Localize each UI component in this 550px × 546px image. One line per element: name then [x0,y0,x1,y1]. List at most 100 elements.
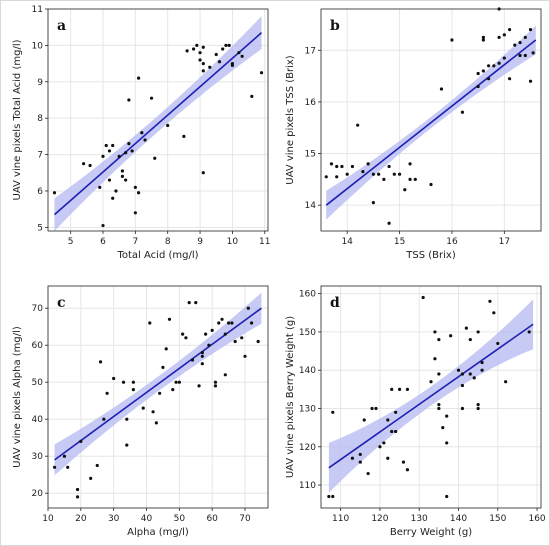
data-point [488,299,492,303]
y-axis-label: UAV vine pixels Alpha (mg/l) [12,326,23,468]
y-tick-label: 60 [32,341,44,351]
data-point [487,64,491,68]
data-point [523,53,527,58]
y-tick-label: 50 [32,378,44,388]
data-point [437,337,441,342]
y-axis-label: UAV vine pixels Berry Weight (g) [285,316,296,478]
data-point [117,154,121,158]
data-point [213,380,218,384]
data-point [429,380,433,384]
y-tick-label: 140 [299,366,316,376]
data-point [230,321,234,325]
y-tick-label: 70 [32,304,44,314]
data-point [213,384,218,388]
data-point [421,295,425,300]
data-point [370,406,374,411]
data-point [181,332,185,336]
data-point [107,178,112,182]
y-tick-label: 9 [37,78,43,88]
data-point [133,185,137,189]
data-point [194,301,198,305]
x-tick-label: 11 [259,237,270,247]
data-point [224,43,228,47]
panel-label: a [57,18,66,34]
data-point [249,321,254,325]
data-point [230,63,235,68]
x-tick-label: 17 [499,237,510,247]
y-tick-label: 20 [32,489,44,499]
data-point [105,391,109,395]
data-point [331,494,335,499]
data-point [394,429,398,434]
data-point [464,326,468,330]
x-tick-label: 40 [141,514,153,524]
data-point [136,76,141,80]
data-point [497,35,501,39]
data-point [227,43,231,47]
data-point [198,58,202,62]
data-point [502,33,506,37]
data-point [107,149,112,153]
x-tick-label: 70 [239,514,251,524]
data-point [445,441,449,445]
data-point [101,154,105,158]
y-tick-label: 16 [305,98,317,108]
data-point [507,77,512,81]
data-point [476,330,480,334]
data-point [217,321,221,325]
data-point [149,96,154,100]
data-point [127,98,131,102]
data-point [481,35,485,39]
data-point [121,380,126,384]
data-point [158,391,162,395]
data-point [476,406,480,411]
data-point [131,380,135,384]
data-point [358,460,362,464]
data-point [492,311,496,315]
panel-label: d [330,295,340,311]
y-tick-label: 10 [32,41,44,51]
x-tick-label: 15 [394,237,405,247]
x-tick-label: 50 [174,514,186,524]
data-point [527,330,531,334]
data-point [387,221,391,225]
x-tick-label: 60 [206,514,218,524]
data-point [476,71,480,76]
x-tick-label: 5 [68,237,74,247]
data-point [445,494,449,499]
data-point [394,410,398,414]
data-point [386,456,390,460]
data-point [240,54,244,58]
data-point [480,368,484,372]
data-point [481,69,485,73]
data-point [408,162,412,166]
plot-frame [47,285,269,509]
data-point [124,151,128,155]
data-point [79,439,83,443]
data-point [243,354,247,358]
panel-c: 10 20 30 40 50 60 70 20 30 40 50 60 70 Alpha (mg/l) UA… [12,285,269,538]
data-point [185,49,189,53]
data-point [433,357,437,361]
y-tick-label: 7 [37,151,43,161]
panel-a: 5 6 7 8 9 10 11 5 6 7 8 9 10 11 Total Acid (mg/l) UAV v… [12,5,270,261]
data-point [140,131,144,135]
data-point [220,317,224,321]
data-point [101,223,105,228]
data-point [153,156,157,160]
data-point [226,321,231,325]
data-point [350,456,355,460]
data-point [143,138,147,142]
data-point [125,417,129,421]
data-point [390,429,394,434]
data-point [112,376,116,381]
x-tick-label: 20 [75,514,87,524]
data-point [382,441,386,445]
data-point [377,172,381,176]
data-point [433,330,437,334]
plot-frame [320,8,542,232]
data-point [114,189,118,193]
data-point [120,169,125,173]
data-point [201,171,205,175]
data-point [174,380,178,384]
